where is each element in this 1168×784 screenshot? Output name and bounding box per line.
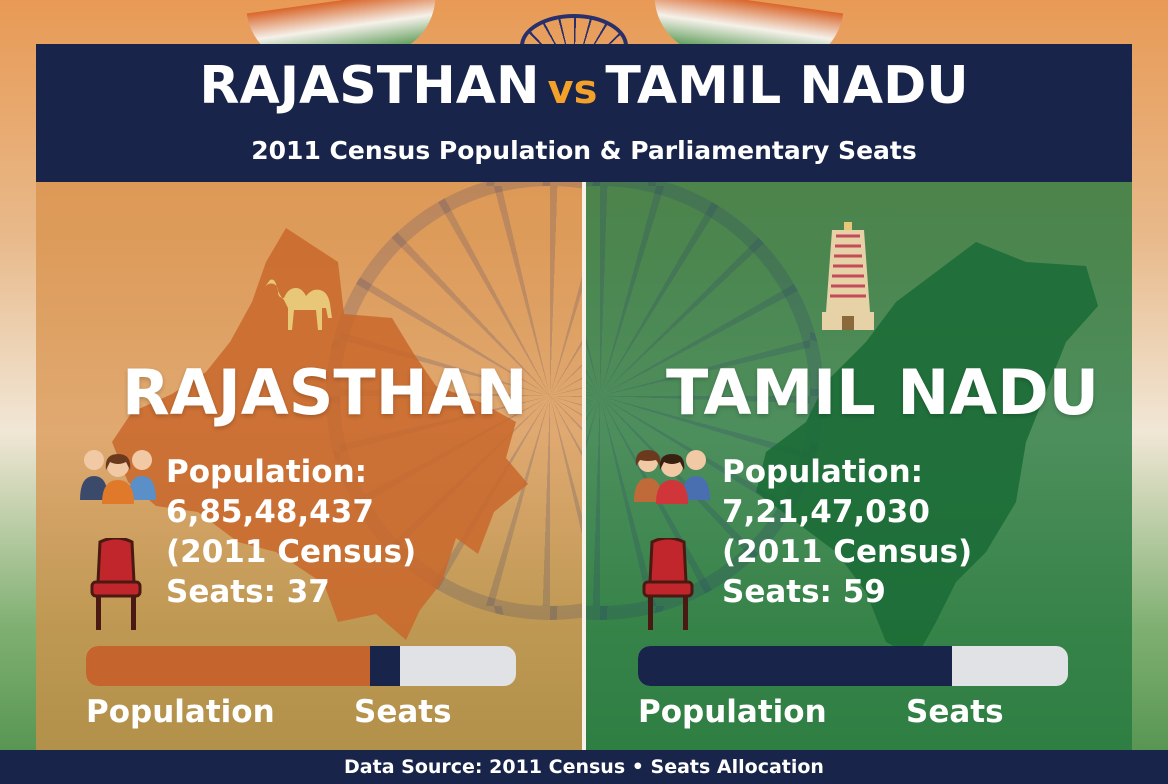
population-value: Population: 6,85,48,437 <box>166 454 374 530</box>
bar-population-fill <box>86 646 370 686</box>
rajasthan-panel: RAJASTHAN Population: 6,85,48,437 (2011 … <box>36 182 582 750</box>
chair-icon <box>90 538 142 630</box>
population-seats-bar <box>86 646 516 686</box>
state-name-tamil-nadu: TAMIL NADU <box>666 356 1100 429</box>
bar-label-seats: Seats <box>354 694 452 730</box>
chair-icon <box>642 538 694 630</box>
seats-text: Seats: 59 <box>722 574 886 610</box>
tamil-nadu-panel: TAMIL NADU Population: 7,21,47,030 (2011… <box>586 182 1132 750</box>
temple-icon <box>822 222 874 330</box>
bar-label-seats: Seats <box>906 694 1004 730</box>
bar-label-population: Population <box>86 694 275 730</box>
bar-seats-fill <box>638 646 952 686</box>
people-icon <box>80 450 156 504</box>
population-text: Population: 6,85,48,437 (2011 Census) <box>166 452 582 572</box>
title-vs: vs <box>547 67 598 113</box>
bar-label-population: Population <box>638 694 827 730</box>
camel-icon <box>264 279 332 330</box>
footer-source: Data Source: 2011 Census • Seats Allocat… <box>0 750 1168 784</box>
title-right: TAMIL NADU <box>605 56 969 116</box>
census-note: (2011 Census) <box>722 534 973 570</box>
header-banner: RAJASTHAN vs TAMIL NADU 2011 Census Popula… <box>36 44 1132 182</box>
census-note: (2011 Census) <box>166 534 417 570</box>
bar-seats-fill <box>369 646 400 686</box>
seats-text: Seats: 37 <box>166 574 330 610</box>
people-icon <box>634 450 710 504</box>
population-text: Population: 7,21,47,030 (2011 Census) <box>722 452 1132 572</box>
tamil-nadu-map-icon <box>756 242 1098 658</box>
population-value: Population: 7,21,47,030 <box>722 454 930 530</box>
panel-divider <box>582 182 586 750</box>
page-title: RAJASTHAN vs TAMIL NADU <box>36 56 1132 116</box>
title-left: RAJASTHAN <box>199 56 540 116</box>
state-name-rajasthan: RAJASTHAN <box>122 356 528 429</box>
rajasthan-map-icon <box>112 228 528 640</box>
population-seats-bar <box>638 646 1068 686</box>
page-subtitle: 2011 Census Population & Parliamentary S… <box>251 136 917 165</box>
